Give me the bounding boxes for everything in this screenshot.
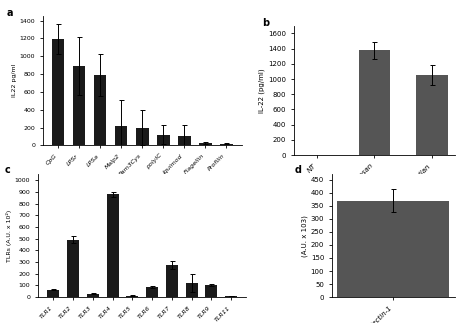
Bar xyxy=(127,296,138,297)
Bar xyxy=(416,75,448,155)
Y-axis label: (A.U. x 103): (A.U. x 103) xyxy=(301,215,308,257)
Bar xyxy=(337,201,449,297)
Bar xyxy=(52,39,64,145)
Y-axis label: TLRs (A.U. x 10²): TLRs (A.U. x 10²) xyxy=(6,210,12,262)
Bar xyxy=(115,126,128,145)
Bar xyxy=(136,128,148,145)
Bar xyxy=(67,240,79,297)
Text: a: a xyxy=(7,8,13,18)
Bar xyxy=(178,136,191,145)
Y-axis label: IL22 pg/ml: IL22 pg/ml xyxy=(12,64,17,98)
Bar xyxy=(205,285,217,297)
Text: c: c xyxy=(5,165,10,175)
Bar xyxy=(220,144,233,145)
Bar xyxy=(47,289,59,297)
Bar xyxy=(73,66,85,145)
Y-axis label: IL-22 (pg/ml): IL-22 (pg/ml) xyxy=(259,68,265,113)
Bar xyxy=(359,50,390,155)
Bar xyxy=(186,283,198,297)
Bar xyxy=(107,194,118,297)
Bar xyxy=(146,287,158,297)
Bar xyxy=(94,75,107,145)
Bar xyxy=(225,296,237,297)
Text: b: b xyxy=(262,18,269,28)
Bar xyxy=(166,265,178,297)
Bar xyxy=(157,135,170,145)
Text: d: d xyxy=(295,165,302,175)
Bar xyxy=(87,294,99,297)
Bar xyxy=(199,143,212,145)
